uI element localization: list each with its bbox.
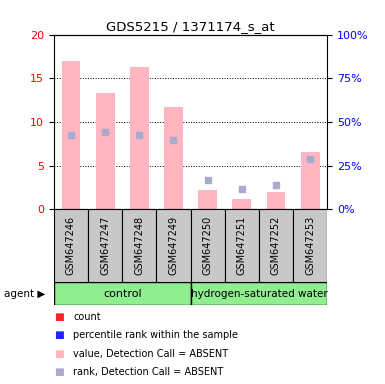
- Bar: [198, 190, 217, 209]
- Bar: [122, 209, 156, 282]
- Bar: [225, 209, 259, 282]
- Text: agent ▶: agent ▶: [4, 289, 45, 299]
- Bar: [191, 209, 225, 282]
- Text: ■: ■: [54, 312, 64, 322]
- Text: control: control: [103, 289, 142, 299]
- Title: GDS5215 / 1371174_s_at: GDS5215 / 1371174_s_at: [106, 20, 275, 33]
- Bar: [130, 67, 149, 209]
- Bar: [301, 152, 320, 209]
- Text: rank, Detection Call = ABSENT: rank, Detection Call = ABSENT: [73, 367, 223, 377]
- Text: ■: ■: [54, 330, 64, 340]
- Bar: [293, 209, 327, 282]
- Text: ■: ■: [54, 349, 64, 359]
- Bar: [96, 93, 115, 209]
- Text: GSM647251: GSM647251: [237, 216, 247, 275]
- Text: hydrogen-saturated water: hydrogen-saturated water: [191, 289, 327, 299]
- Bar: [88, 209, 122, 282]
- Text: ■: ■: [54, 367, 64, 377]
- Bar: [54, 282, 191, 305]
- Text: GSM647249: GSM647249: [169, 216, 179, 275]
- Text: GSM647250: GSM647250: [203, 216, 213, 275]
- Bar: [62, 61, 80, 209]
- Bar: [259, 209, 293, 282]
- Bar: [156, 209, 191, 282]
- Text: value, Detection Call = ABSENT: value, Detection Call = ABSENT: [73, 349, 228, 359]
- Bar: [164, 107, 183, 209]
- Bar: [191, 282, 327, 305]
- Text: GSM647246: GSM647246: [66, 216, 76, 275]
- Text: GSM647253: GSM647253: [305, 216, 315, 275]
- Bar: [233, 199, 251, 209]
- Text: count: count: [73, 312, 101, 322]
- Text: GSM647252: GSM647252: [271, 216, 281, 275]
- Bar: [266, 192, 285, 209]
- Text: percentile rank within the sample: percentile rank within the sample: [73, 330, 238, 340]
- Text: GSM647248: GSM647248: [134, 216, 144, 275]
- Bar: [54, 209, 88, 282]
- Text: GSM647247: GSM647247: [100, 216, 110, 275]
